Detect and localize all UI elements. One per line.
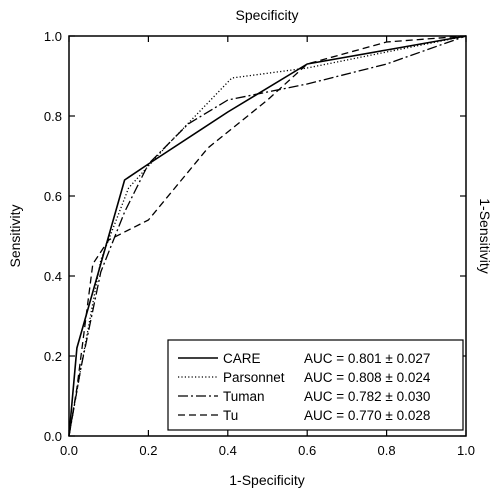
y-tick-label: 0.4 [44,269,62,284]
legend-label: CARE [223,351,261,366]
y-tick-label: 1.0 [44,29,62,44]
legend-auc: AUC = 0.770 ± 0.028 [304,408,430,423]
x-tick-label: 1.0 [457,443,475,458]
legend-label: Parsonnet [223,370,285,385]
x-tick-label: 0.8 [378,443,396,458]
series-line-care [68,35,467,437]
y-tick-label: 0.6 [44,189,62,204]
y-tick-label: 0.2 [44,349,62,364]
series-line-parsonnet [68,35,467,437]
legend-label: Tu [223,408,238,423]
x-tick-label: 0.2 [139,443,157,458]
x-tick-label: 0.4 [219,443,237,458]
legend-auc: AUC = 0.808 ± 0.024 [304,370,431,385]
y-axis-label: Sensitivity [7,204,23,267]
y-tick-label: 0.0 [44,429,62,444]
legend: CARE AUC = 0.801 ± 0.027 Parsonnet AUC = 0.… [167,339,464,431]
y-tick-label: 0.8 [44,109,62,124]
ticks-layer: 0.0 0.2 0.4 0.6 0.8 1.0 0.0 0.2 0.4 0.6 0.8 1.0 [44,29,475,458]
legend-auc: AUC = 0.801 ± 0.027 [304,351,430,366]
top-axis-label: Specificity [235,7,298,23]
series-line-tu [68,35,467,437]
legend-label: Tuman [223,389,265,404]
x-tick-label: 0.6 [298,443,316,458]
legend-auc: AUC = 0.782 ± 0.030 [304,389,430,404]
curves-layer [68,35,467,437]
x-axis-label: 1-Specificity [229,472,304,488]
right-axis-label: 1-Sensitivity [477,198,493,273]
plot-frame [68,35,467,437]
series-line-tuman [68,35,467,437]
x-tick-label: 0.0 [60,443,78,458]
